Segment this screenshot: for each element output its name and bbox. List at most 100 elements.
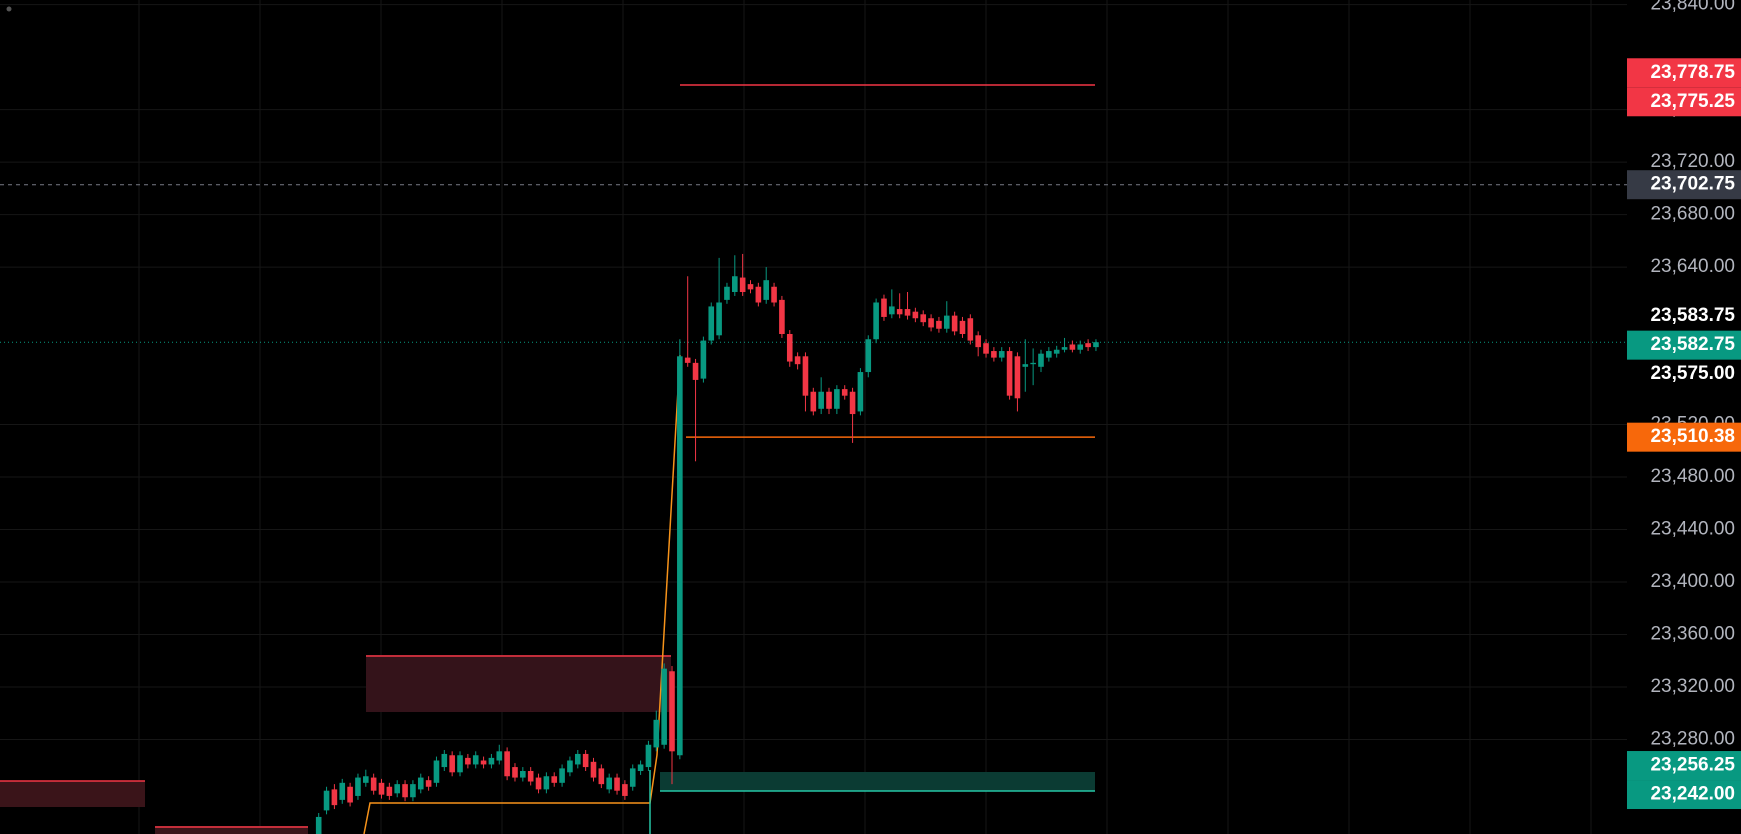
y-tick-label: 23,320.00 bbox=[1650, 676, 1735, 697]
candle-body bbox=[998, 351, 1005, 358]
candle-body bbox=[347, 786, 353, 803]
candle-body bbox=[708, 306, 715, 341]
supply-zone bbox=[155, 826, 308, 834]
candle-body bbox=[951, 315, 958, 332]
candle-body bbox=[739, 277, 746, 292]
price-label-box bbox=[1627, 58, 1741, 88]
candle-body bbox=[622, 784, 628, 796]
candle-body bbox=[920, 314, 927, 323]
candle-body bbox=[763, 280, 770, 300]
price-label: 23,575.00 bbox=[1650, 363, 1735, 384]
candle-body bbox=[520, 771, 526, 778]
candle-body bbox=[810, 391, 817, 412]
candle-body bbox=[653, 719, 660, 748]
price-label-box bbox=[1627, 780, 1741, 810]
candle-body bbox=[755, 286, 762, 303]
horizontal-grid bbox=[0, 4, 1627, 741]
candle-body bbox=[991, 351, 997, 358]
candle-body bbox=[402, 784, 408, 798]
candle-body bbox=[551, 776, 558, 783]
candle-body bbox=[315, 816, 322, 834]
candle-body bbox=[370, 777, 377, 791]
candle-body bbox=[457, 755, 463, 773]
candle-body bbox=[1069, 344, 1076, 350]
price-label: 23,775.25 bbox=[1650, 91, 1735, 112]
candle-body bbox=[567, 760, 573, 773]
price-label: 23,256.25 bbox=[1650, 755, 1735, 776]
price-label-box bbox=[1627, 422, 1741, 452]
candle-body bbox=[881, 298, 887, 317]
candle-body bbox=[936, 320, 942, 329]
candle-body bbox=[425, 780, 432, 787]
price-labels: 23,778.75 23,775.25 23,702.75 23,583.75 23,5… bbox=[1627, 58, 1741, 810]
candle-body bbox=[496, 751, 503, 761]
candle-body bbox=[512, 767, 518, 778]
price-label-box bbox=[1627, 330, 1741, 360]
candle-body bbox=[1053, 349, 1060, 354]
candle-body bbox=[1022, 364, 1029, 367]
candle-body bbox=[598, 768, 605, 785]
candle-body bbox=[1046, 351, 1052, 358]
candle-body bbox=[786, 333, 793, 362]
supply-zone bbox=[366, 655, 671, 712]
candle-body bbox=[700, 340, 707, 379]
candle-body bbox=[637, 764, 644, 772]
candle-body bbox=[834, 389, 840, 409]
candle-body bbox=[826, 391, 832, 409]
candle-body bbox=[574, 753, 581, 765]
candle-body bbox=[331, 789, 338, 806]
candle-body bbox=[535, 777, 542, 790]
candle-body bbox=[967, 318, 974, 341]
candle-body bbox=[779, 299, 785, 334]
candle-body bbox=[1038, 353, 1044, 367]
candle-body bbox=[582, 753, 589, 768]
status-dot bbox=[6, 6, 12, 12]
candle-body bbox=[527, 771, 534, 782]
candle-body bbox=[323, 790, 330, 811]
candle-body bbox=[386, 786, 393, 796]
candle-body bbox=[684, 357, 691, 363]
candle-body bbox=[841, 389, 848, 396]
candle-body bbox=[410, 784, 416, 798]
candle-body bbox=[590, 761, 597, 778]
candle-body bbox=[1077, 344, 1084, 350]
candle-body bbox=[1006, 351, 1013, 396]
candle-body bbox=[645, 744, 652, 768]
candle-body bbox=[904, 309, 911, 316]
candle-body bbox=[716, 302, 722, 336]
candle-body bbox=[873, 302, 879, 340]
candle-body bbox=[889, 306, 895, 315]
candle-body bbox=[818, 391, 824, 409]
candle-body bbox=[1030, 362, 1036, 365]
candle-body bbox=[488, 757, 495, 765]
y-tick-label: 23,640.00 bbox=[1650, 256, 1735, 277]
candle-body bbox=[669, 671, 675, 752]
candle-body bbox=[747, 284, 754, 290]
candle-body bbox=[1085, 343, 1091, 348]
y-tick-label: 23,400.00 bbox=[1650, 571, 1735, 592]
candle-body bbox=[449, 755, 455, 773]
candle-body bbox=[661, 668, 667, 745]
price-label: 23,583.75 bbox=[1650, 305, 1735, 326]
supply-zone bbox=[0, 781, 145, 807]
candle-body bbox=[543, 776, 550, 790]
candle-body bbox=[465, 757, 471, 765]
candle-body bbox=[865, 339, 872, 373]
candle-body bbox=[959, 320, 966, 334]
demand-zone bbox=[660, 772, 1095, 791]
candle-body bbox=[802, 356, 809, 396]
candle-body bbox=[912, 311, 919, 319]
y-tick-label: 23,480.00 bbox=[1650, 466, 1735, 487]
candles bbox=[315, 253, 1099, 834]
candle-body bbox=[378, 782, 385, 795]
candle-body bbox=[677, 356, 683, 756]
price-label: 23,242.00 bbox=[1650, 784, 1735, 805]
candle-body bbox=[629, 768, 636, 787]
price-label: 23,702.75 bbox=[1650, 174, 1735, 195]
price-label: 23,582.75 bbox=[1650, 334, 1735, 355]
candle-body bbox=[896, 309, 903, 315]
candle-body bbox=[1014, 356, 1021, 399]
